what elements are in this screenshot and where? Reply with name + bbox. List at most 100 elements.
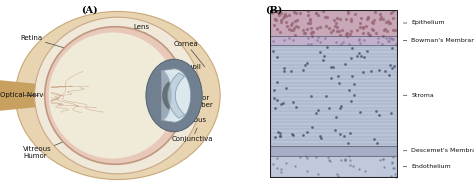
- Text: Pupil: Pupil: [174, 64, 201, 86]
- Point: [277, 168, 284, 171]
- Point: [309, 34, 316, 37]
- Point: [347, 17, 355, 20]
- Point: [335, 30, 343, 33]
- Point: [291, 19, 299, 22]
- Point: [341, 158, 348, 161]
- Point: [294, 26, 302, 29]
- Ellipse shape: [15, 11, 220, 180]
- Point: [346, 155, 353, 158]
- Point: [312, 111, 320, 114]
- Point: [359, 32, 367, 35]
- Point: [336, 17, 343, 20]
- Point: [319, 9, 327, 12]
- Point: [325, 106, 333, 109]
- Point: [337, 43, 345, 46]
- Point: [271, 97, 278, 100]
- Point: [368, 20, 376, 23]
- Point: [365, 16, 372, 19]
- Point: [343, 32, 350, 35]
- Bar: [270, 146, 398, 156]
- Text: Lens: Lens: [133, 24, 166, 65]
- Point: [281, 13, 289, 16]
- Point: [277, 11, 284, 14]
- Point: [331, 129, 338, 132]
- Point: [303, 170, 310, 173]
- Point: [369, 28, 377, 31]
- Point: [389, 29, 397, 32]
- Point: [282, 14, 290, 17]
- Point: [276, 11, 283, 14]
- Point: [357, 17, 365, 20]
- Point: [318, 137, 325, 140]
- Point: [323, 16, 330, 19]
- Point: [283, 25, 291, 28]
- Point: [276, 134, 284, 137]
- Point: [283, 161, 290, 164]
- Point: [370, 18, 377, 21]
- Point: [333, 26, 341, 29]
- Point: [268, 11, 276, 14]
- Point: [376, 18, 383, 21]
- Point: [280, 67, 288, 70]
- Point: [375, 114, 383, 117]
- Point: [380, 28, 387, 32]
- Point: [337, 159, 345, 162]
- Bar: [270, 10, 398, 36]
- Point: [380, 18, 387, 21]
- Point: [355, 52, 363, 55]
- Point: [350, 82, 358, 85]
- Point: [384, 19, 392, 23]
- Point: [385, 21, 393, 24]
- Point: [333, 29, 340, 32]
- Point: [292, 106, 300, 109]
- Point: [379, 158, 387, 161]
- Point: [337, 104, 345, 108]
- Polygon shape: [161, 69, 191, 122]
- Point: [272, 18, 280, 21]
- Point: [336, 81, 343, 84]
- Text: Vitreous
Humor: Vitreous Humor: [23, 134, 82, 159]
- Text: Stroma: Stroma: [411, 93, 434, 98]
- Point: [273, 10, 281, 13]
- Point: [301, 64, 309, 67]
- Point: [372, 31, 380, 34]
- Point: [305, 36, 312, 39]
- Point: [361, 39, 368, 42]
- Point: [308, 95, 315, 98]
- Point: [271, 18, 278, 21]
- Point: [273, 99, 280, 102]
- Text: Bowman's Membrane: Bowman's Membrane: [411, 38, 474, 43]
- Point: [378, 42, 385, 45]
- Point: [386, 63, 393, 66]
- Point: [285, 13, 293, 16]
- Point: [307, 19, 314, 22]
- Text: Anterior
Chamber: Anterior Chamber: [182, 95, 213, 108]
- Point: [277, 170, 285, 173]
- Point: [336, 33, 344, 36]
- Point: [320, 54, 328, 57]
- Point: [355, 37, 363, 40]
- Point: [387, 174, 394, 177]
- Point: [312, 12, 320, 15]
- Text: (A): (A): [81, 6, 98, 15]
- Point: [291, 164, 299, 167]
- Point: [387, 22, 394, 25]
- Point: [332, 21, 340, 24]
- Point: [317, 26, 324, 29]
- Point: [389, 155, 397, 158]
- Point: [323, 46, 330, 49]
- Point: [389, 160, 396, 163]
- Point: [329, 28, 337, 31]
- Point: [346, 158, 354, 161]
- Point: [292, 11, 300, 14]
- Point: [270, 50, 277, 53]
- Point: [277, 18, 285, 21]
- Point: [303, 131, 310, 134]
- Point: [365, 32, 372, 35]
- Point: [355, 39, 363, 42]
- Polygon shape: [161, 71, 185, 120]
- Point: [341, 159, 348, 162]
- Point: [273, 81, 281, 84]
- Point: [361, 169, 369, 172]
- Point: [273, 27, 281, 30]
